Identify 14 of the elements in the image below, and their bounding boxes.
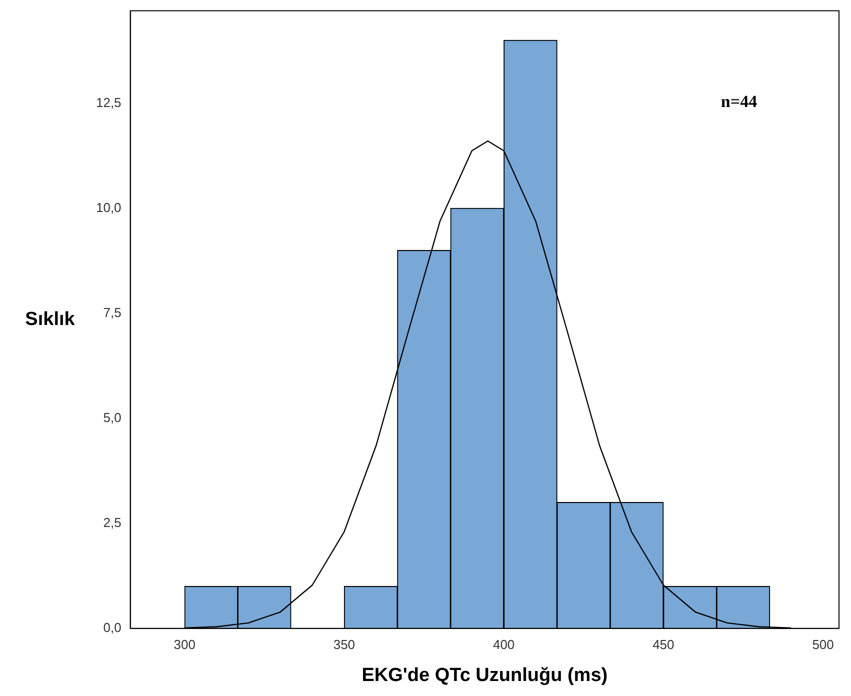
y-tick-label: 5,0 <box>103 410 122 425</box>
x-tick-label: 350 <box>333 636 356 652</box>
annotation: n=44 <box>720 92 758 112</box>
y-tick-label: 12,5 <box>96 94 122 110</box>
x-tick-label: 450 <box>652 636 674 652</box>
y-tick-label: 10,0 <box>96 200 122 215</box>
y-tick-label: 7,5 <box>103 304 122 320</box>
x-tick-label: 300 <box>174 636 196 652</box>
y-axis-title: Sıklık <box>25 308 76 330</box>
x-axis-title: EKG'de QTc Uzunluğu (ms) <box>362 665 608 686</box>
x-tick-label: 500 <box>812 636 834 652</box>
y-tick-label: 2,5 <box>103 514 122 530</box>
y-tick-label: 0,0 <box>103 620 122 635</box>
x-tick-label: 400 <box>492 636 515 652</box>
